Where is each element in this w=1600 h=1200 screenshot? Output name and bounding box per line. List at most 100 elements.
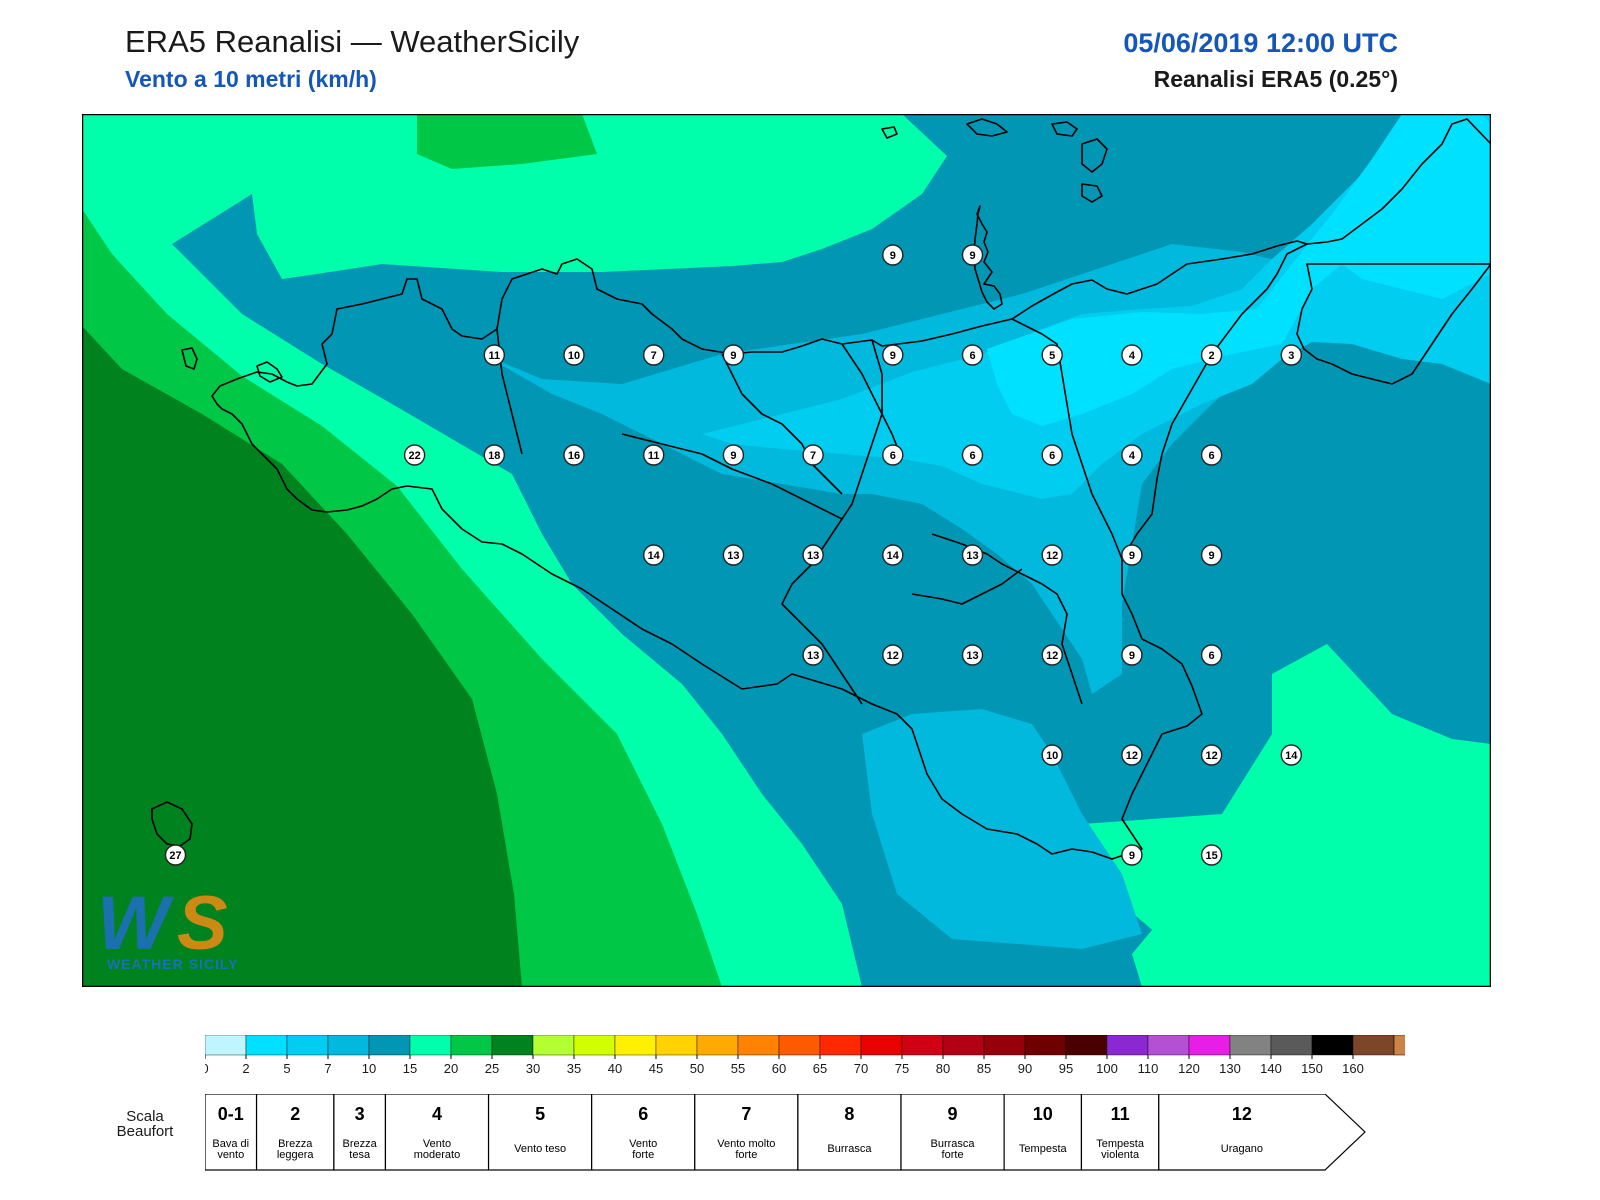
sicily-coast bbox=[211, 240, 1308, 860]
station-value: 6 bbox=[969, 350, 975, 362]
station-value: 5 bbox=[1049, 350, 1055, 362]
station-value: 12 bbox=[1205, 750, 1217, 762]
station-marker: 14 bbox=[882, 544, 904, 566]
data-source: Reanalisi ERA5 (0.25°) bbox=[1153, 66, 1398, 92]
page-title: ERA5 Reanalisi — WeatherSicily bbox=[125, 24, 580, 59]
colorbar-cell bbox=[327, 1035, 370, 1056]
station-value: 12 bbox=[1126, 750, 1138, 762]
colorbar-tick-label: 100 bbox=[1096, 1061, 1118, 1076]
beaufort-level: 10 Tempesta bbox=[1003, 1094, 1083, 1171]
island-8 bbox=[256, 361, 283, 383]
station-marker: 9 bbox=[1121, 544, 1143, 566]
colorbar-cell bbox=[655, 1035, 698, 1056]
station-marker: 10 bbox=[1041, 744, 1063, 766]
colorbar-cell bbox=[1352, 1035, 1395, 1056]
station-value: 2 bbox=[1209, 350, 1215, 362]
colorbar-tick-label: 15 bbox=[403, 1061, 417, 1076]
station-marker: 4 bbox=[1121, 344, 1143, 366]
colorbar-tick-label: 90 bbox=[1018, 1061, 1032, 1076]
colorbar-cell bbox=[573, 1035, 616, 1056]
field-2-5 bbox=[987, 114, 1491, 426]
station-marker: 11 bbox=[643, 444, 665, 466]
beaufort-level: 11 Tempesta violenta bbox=[1080, 1094, 1160, 1171]
station-value: 9 bbox=[1209, 550, 1215, 562]
station-value: 7 bbox=[810, 450, 816, 462]
station-marker: 13 bbox=[802, 644, 824, 666]
station-marker: 12 bbox=[1121, 744, 1143, 766]
colorbar-cell bbox=[1065, 1035, 1108, 1056]
colorbar-cell bbox=[532, 1035, 575, 1056]
colorbar-cell bbox=[983, 1035, 1026, 1056]
station-marker: 12 bbox=[1041, 544, 1063, 566]
station-value: 9 bbox=[1129, 650, 1135, 662]
station-marker: 16 bbox=[563, 444, 585, 466]
colorbar-tick-label: 80 bbox=[936, 1061, 950, 1076]
station-marker: 9 bbox=[722, 344, 745, 366]
station-value: 9 bbox=[1129, 550, 1135, 562]
colorbar-tick-label: 45 bbox=[649, 1061, 663, 1076]
beaufort-label: Burrasca bbox=[827, 1143, 872, 1155]
beaufort-number: 6 bbox=[638, 1104, 648, 1124]
station-marker: 9 bbox=[961, 244, 984, 266]
station-marker: 6 bbox=[961, 444, 984, 466]
station-marker: 7 bbox=[643, 344, 665, 366]
colorbar-cell bbox=[696, 1035, 739, 1056]
station-marker: 4 bbox=[1121, 444, 1143, 466]
colorbar-tick-label: 150 bbox=[1301, 1061, 1323, 1076]
station-value: 14 bbox=[887, 550, 900, 562]
station-value: 10 bbox=[1046, 750, 1058, 762]
colorbar-tick-label: 50 bbox=[690, 1061, 704, 1076]
page-subtitle: Vento a 10 metri (km/h) bbox=[125, 66, 377, 92]
weathersicily-logo: W S WEATHER SICILY bbox=[97, 881, 237, 972]
colorbar-tick-label: 95 bbox=[1059, 1061, 1073, 1076]
station-value: 27 bbox=[169, 850, 181, 862]
colorbar-tick-label: 7 bbox=[324, 1061, 331, 1076]
beaufort-level: 2 Brezza leggera bbox=[255, 1094, 335, 1171]
station-marker: 12 bbox=[882, 644, 904, 666]
beaufort-level: 5 Vento teso bbox=[487, 1094, 593, 1171]
station-value: 13 bbox=[807, 650, 819, 662]
beaufort-number: 4 bbox=[432, 1104, 442, 1124]
beaufort-level: 3 Brezza tesa bbox=[333, 1094, 387, 1171]
field-10-15-se bbox=[1132, 704, 1491, 987]
station-marker: 6 bbox=[1041, 444, 1063, 466]
beaufort-label: Brezza leggera bbox=[277, 1138, 315, 1161]
station-marker: 9 bbox=[882, 344, 904, 366]
station-marker: 6 bbox=[1200, 644, 1223, 666]
field-25-30 bbox=[82, 326, 522, 987]
colorbar-tick-label: 0 bbox=[205, 1061, 209, 1076]
station-marker: 9 bbox=[882, 244, 904, 266]
station-marker: 6 bbox=[1200, 444, 1223, 466]
beaufort-level: 6 Vento forte bbox=[591, 1094, 696, 1171]
colorbar-tick-label: 75 bbox=[895, 1061, 909, 1076]
station-value: 4 bbox=[1129, 350, 1136, 362]
colorbar-tick-label: 20 bbox=[444, 1061, 458, 1076]
station-marker: 15 bbox=[1200, 844, 1223, 866]
station-marker: 13 bbox=[961, 644, 984, 666]
colorbar-cell bbox=[1311, 1035, 1354, 1056]
colorbar-tick-label: 35 bbox=[567, 1061, 581, 1076]
beaufort-level: 8 Burrasca bbox=[797, 1094, 902, 1171]
beaufort-number: 11 bbox=[1111, 1104, 1130, 1124]
station-value: 9 bbox=[730, 350, 736, 362]
colorbar-cell bbox=[860, 1035, 903, 1056]
beaufort-number: 7 bbox=[741, 1104, 751, 1124]
island-6 bbox=[881, 126, 898, 139]
beaufort-number: 10 bbox=[1033, 1104, 1053, 1124]
station-value: 6 bbox=[969, 450, 975, 462]
colorbar-cell bbox=[286, 1035, 329, 1056]
colorbar-tick-label: 25 bbox=[485, 1061, 499, 1076]
beaufort-label: Burrasca forte bbox=[931, 1138, 976, 1161]
station-marker: 12 bbox=[1200, 744, 1223, 766]
station-marker: 9 bbox=[722, 444, 745, 466]
colorbar-tick-label: 60 bbox=[772, 1061, 786, 1076]
colorbar-cell bbox=[1024, 1035, 1067, 1056]
station-marker: 3 bbox=[1280, 344, 1303, 366]
colorbar-tick-label: 120 bbox=[1178, 1061, 1200, 1076]
colorbar-cell bbox=[205, 1035, 247, 1056]
beaufort-label: Brezza tesa bbox=[343, 1138, 378, 1161]
station-value: 13 bbox=[966, 550, 978, 562]
station-marker: 14 bbox=[643, 544, 665, 566]
beaufort-number: 2 bbox=[290, 1104, 300, 1124]
station-value: 6 bbox=[1209, 450, 1215, 462]
